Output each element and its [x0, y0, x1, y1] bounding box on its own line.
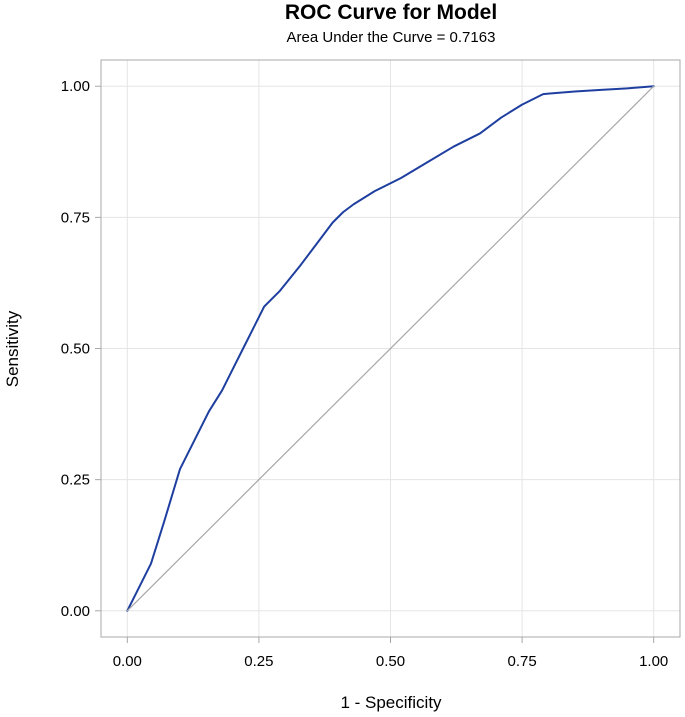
x-tick-label: 0.75	[507, 653, 536, 670]
y-tick-label: 1.00	[61, 78, 90, 95]
y-tick-label: 0.00	[61, 603, 90, 620]
y-axis-label: Sensitivity	[3, 310, 22, 387]
y-tick-label: 0.25	[61, 472, 90, 489]
axes: 0.00 0.25 0.50 0.75 1.00 0.00 0.25 0.50 0.75 1.00	[61, 78, 668, 670]
x-tick-label: 1.00	[639, 653, 668, 670]
x-tick-label: 0.25	[244, 653, 273, 670]
y-tick-label: 0.75	[61, 209, 90, 226]
roc-curve-line	[126, 85, 655, 612]
x-tick-label: 0.50	[376, 653, 405, 670]
grid-lines	[101, 60, 680, 637]
series-layer	[126, 85, 655, 612]
y-tick-label: 0.50	[61, 341, 90, 358]
chart-title: ROC Curve for Model	[285, 1, 497, 24]
x-axis-label: 1 - Specificity	[340, 693, 442, 712]
reference-diagonal-line	[126, 85, 655, 612]
chart-subtitle: Area Under the Curve = 0.7163	[287, 29, 496, 46]
x-tick-label: 0.00	[113, 653, 142, 670]
